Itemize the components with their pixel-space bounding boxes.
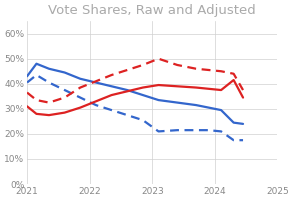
Title: Vote Shares, Raw and Adjusted: Vote Shares, Raw and Adjusted: [48, 4, 256, 17]
